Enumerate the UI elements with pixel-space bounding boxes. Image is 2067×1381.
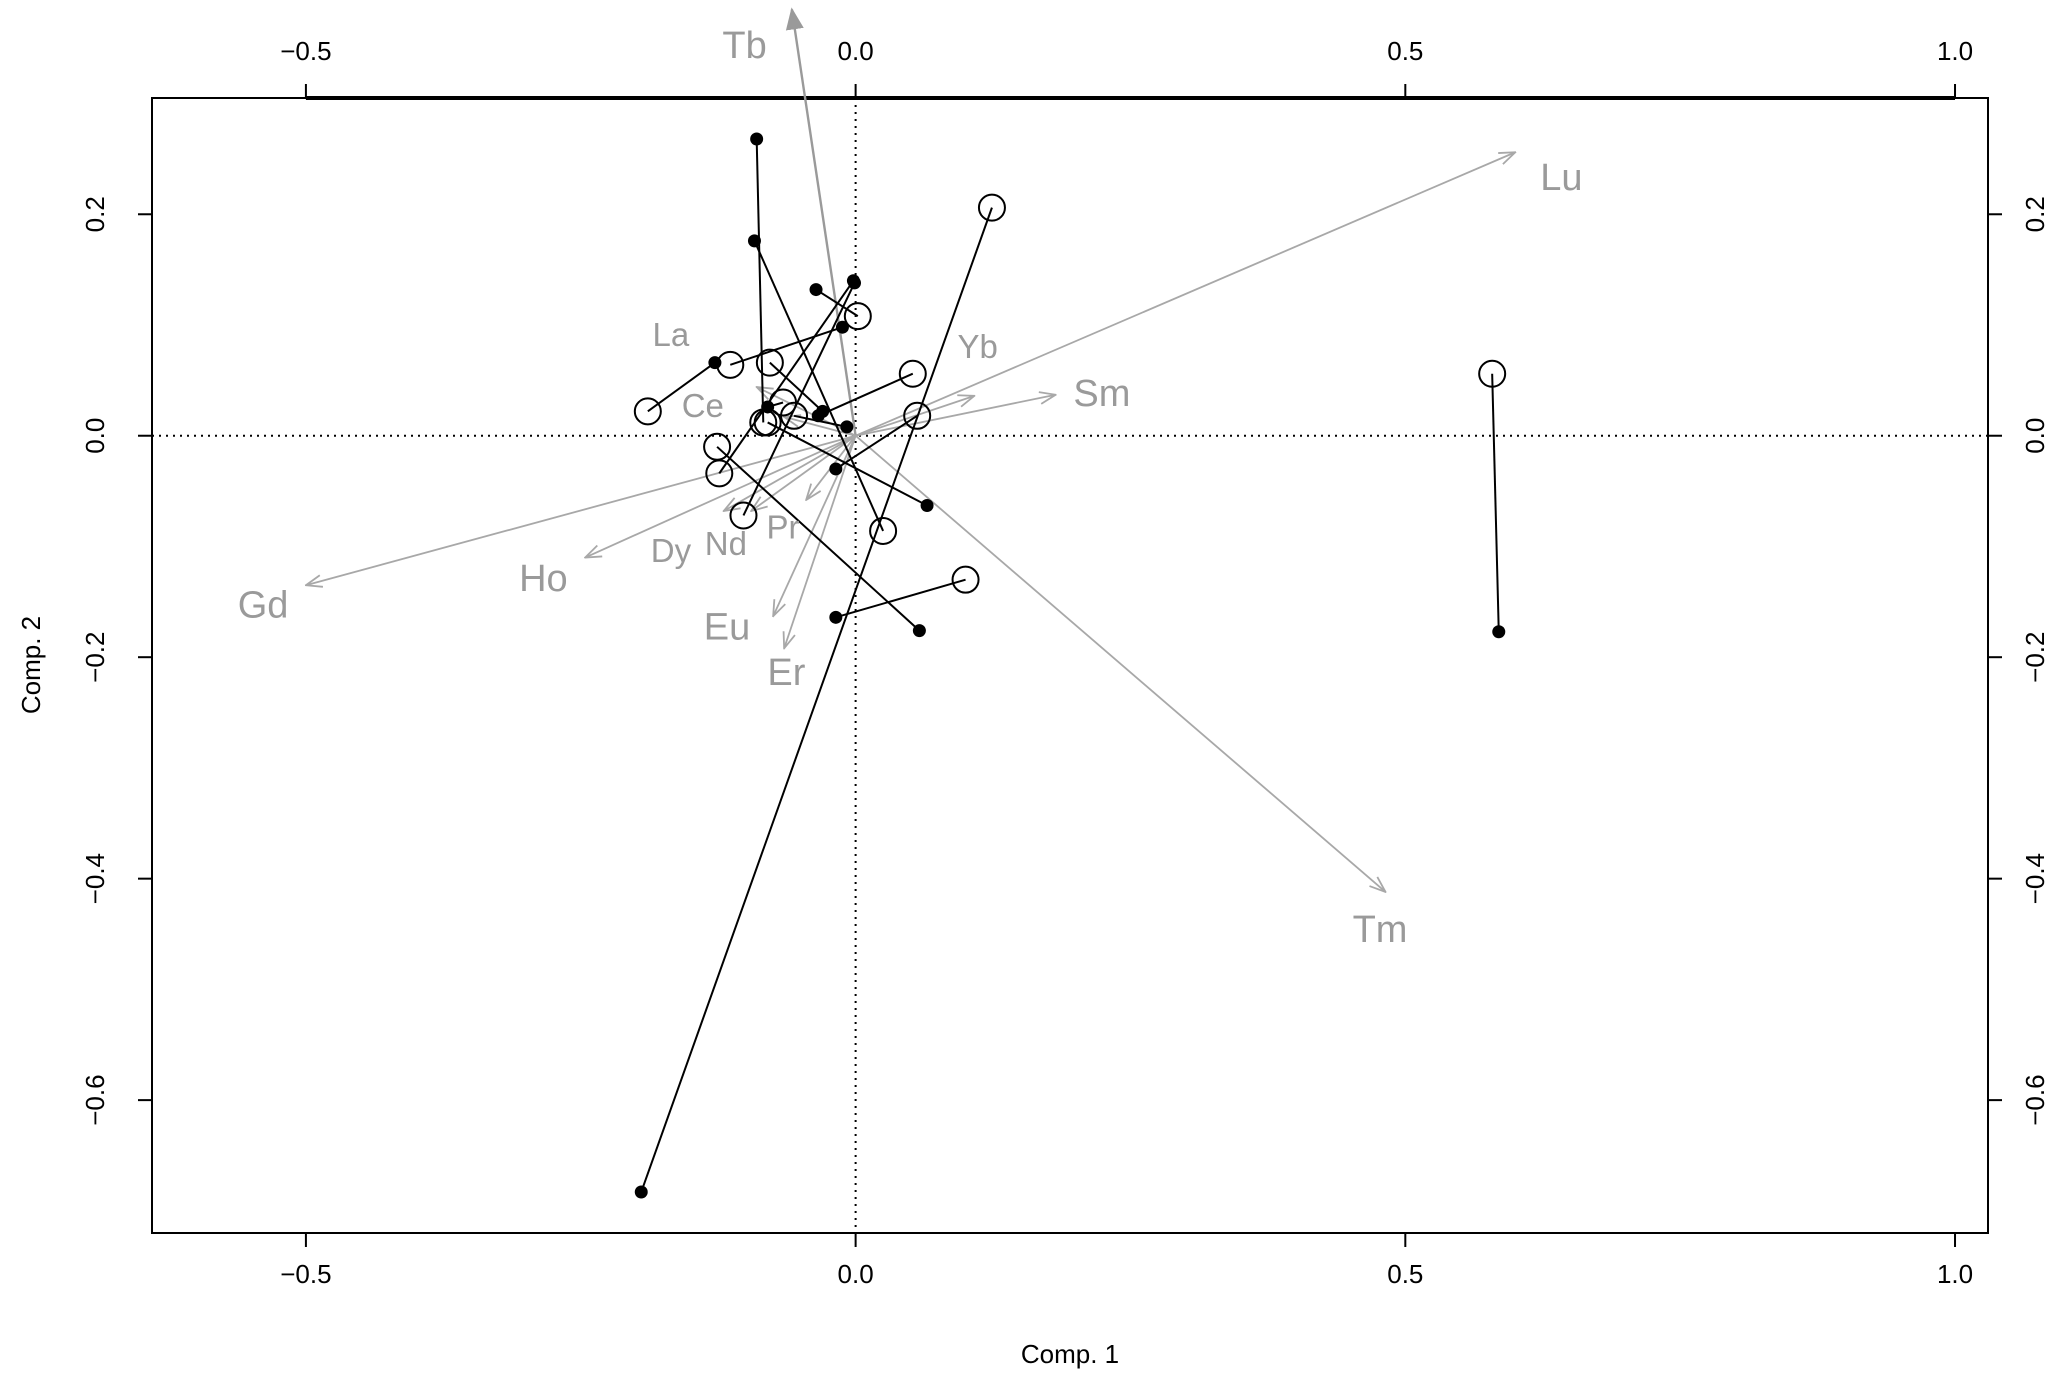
filled-point xyxy=(840,420,854,434)
x-tick-label: −0.5 xyxy=(280,1259,331,1289)
y-tick-label: −0.4 xyxy=(80,853,110,904)
segment-line xyxy=(817,372,914,417)
segment-line xyxy=(640,207,993,1193)
filled-point xyxy=(1492,625,1506,639)
loading-arrow-er xyxy=(784,435,857,649)
loading-arrow-nd xyxy=(751,435,857,511)
open-circle-point xyxy=(780,401,809,430)
filled-point xyxy=(811,409,825,423)
loading-labels: Tb Lu Sm Yb La Ce Gd Ho Dy Nd Pr Eu Er Tm xyxy=(238,25,1583,951)
x-axis-title: Comp. 1 xyxy=(1021,1339,1119,1369)
open-circle-point xyxy=(903,401,932,430)
x-tick-label: 0.5 xyxy=(1387,1259,1423,1289)
open-circle-point xyxy=(1478,359,1507,388)
right-tick-label: 0.0 xyxy=(2020,418,2050,454)
loading-arrow-tm xyxy=(855,435,1386,892)
reference-lines xyxy=(152,98,1988,1233)
loading-arrow-ce xyxy=(784,417,856,437)
filled-point xyxy=(829,610,843,624)
right-tick-label: −0.6 xyxy=(2020,1074,2050,1125)
filled-point xyxy=(761,400,775,414)
loading-label-yb: Yb xyxy=(957,328,997,365)
segment-line xyxy=(835,414,918,470)
procrustes-segments xyxy=(633,132,1507,1199)
segment-line xyxy=(835,578,966,619)
top-tick-label: 0.0 xyxy=(838,36,874,66)
filled-point xyxy=(835,320,849,334)
loading-label-la: La xyxy=(653,316,690,353)
loading-label-nd: Nd xyxy=(705,525,747,562)
y-axis-title: Comp. 2 xyxy=(16,616,46,714)
open-circle-point xyxy=(716,350,745,379)
loading-arrow-lu xyxy=(855,152,1516,437)
top-axis: −0.5 0.0 0.5 1.0 xyxy=(280,36,1973,100)
y-tick-label: −0.2 xyxy=(80,632,110,683)
loading-arrow-yb xyxy=(855,396,975,437)
segment-line xyxy=(753,240,885,532)
filled-point xyxy=(750,132,764,146)
y-tick-label: −0.6 xyxy=(80,1074,110,1125)
right-tick-label: −0.2 xyxy=(2020,632,2050,683)
loading-arrow-tb xyxy=(785,7,857,436)
loading-arrow-ho xyxy=(585,434,856,558)
segment-line xyxy=(767,421,928,507)
segment-line xyxy=(1491,373,1500,632)
right-axis: 0.2 0.0 −0.2 −0.4 −0.6 xyxy=(1987,196,2050,1126)
segment-line xyxy=(729,326,843,366)
segment-line xyxy=(742,282,856,516)
loading-arrow-sm xyxy=(855,395,1056,437)
y-tick-label: 0.2 xyxy=(80,196,110,232)
x-tick-label: 0.0 xyxy=(838,1259,874,1289)
right-tick-label: 0.2 xyxy=(2020,196,2050,232)
loading-label-pr: Pr xyxy=(767,509,800,546)
open-circle-point xyxy=(729,501,758,530)
open-circle-point xyxy=(705,459,734,488)
open-circle-point xyxy=(898,359,927,388)
filled-point xyxy=(809,283,823,297)
filled-point xyxy=(747,234,761,248)
right-tick-label: −0.4 xyxy=(2020,853,2050,904)
segment-line xyxy=(718,280,855,474)
loading-label-tm: Tm xyxy=(1353,909,1408,951)
loading-label-sm: Sm xyxy=(1073,373,1130,415)
filled-point xyxy=(829,462,843,476)
segment-line xyxy=(755,138,765,423)
open-circle-point xyxy=(633,397,662,426)
loading-label-er: Er xyxy=(767,652,805,694)
loading-label-dy: Dy xyxy=(651,532,692,569)
filled-point xyxy=(920,498,934,512)
top-tick-label: 0.5 xyxy=(1387,36,1423,66)
x-tick-label: 1.0 xyxy=(1937,1259,1973,1289)
left-axis: 0.2 0.0 −0.2 −0.4 −0.6 xyxy=(80,196,153,1126)
open-circle-point xyxy=(843,302,872,331)
loading-label-ho: Ho xyxy=(519,558,568,600)
loading-label-eu: Eu xyxy=(704,607,750,649)
loading-arrow-dy xyxy=(724,434,857,511)
loading-label-ce: Ce xyxy=(682,387,724,424)
open-circle-point xyxy=(977,193,1006,222)
segment-line xyxy=(769,361,824,413)
y-tick-label: 0.0 xyxy=(80,418,110,454)
loading-arrows xyxy=(306,7,1516,892)
top-tick-label: 1.0 xyxy=(1937,36,1973,66)
segment-line xyxy=(716,446,921,632)
bottom-axis: −0.5 0.0 0.5 1.0 xyxy=(280,1232,1973,1289)
plot-frame xyxy=(151,97,1989,1234)
loading-arrow-gd xyxy=(306,434,856,585)
open-circle-point xyxy=(755,348,784,377)
loading-label-tb: Tb xyxy=(722,25,766,67)
filled-point xyxy=(912,624,926,638)
top-tick-label: −0.5 xyxy=(280,36,331,66)
open-circle-point xyxy=(753,408,782,437)
loading-label-lu: Lu xyxy=(1540,157,1582,199)
filled-point xyxy=(848,276,862,290)
loading-label-gd: Gd xyxy=(238,584,289,626)
open-circle-point xyxy=(869,516,898,545)
open-circle-point xyxy=(951,565,980,594)
filled-point xyxy=(634,1185,648,1199)
